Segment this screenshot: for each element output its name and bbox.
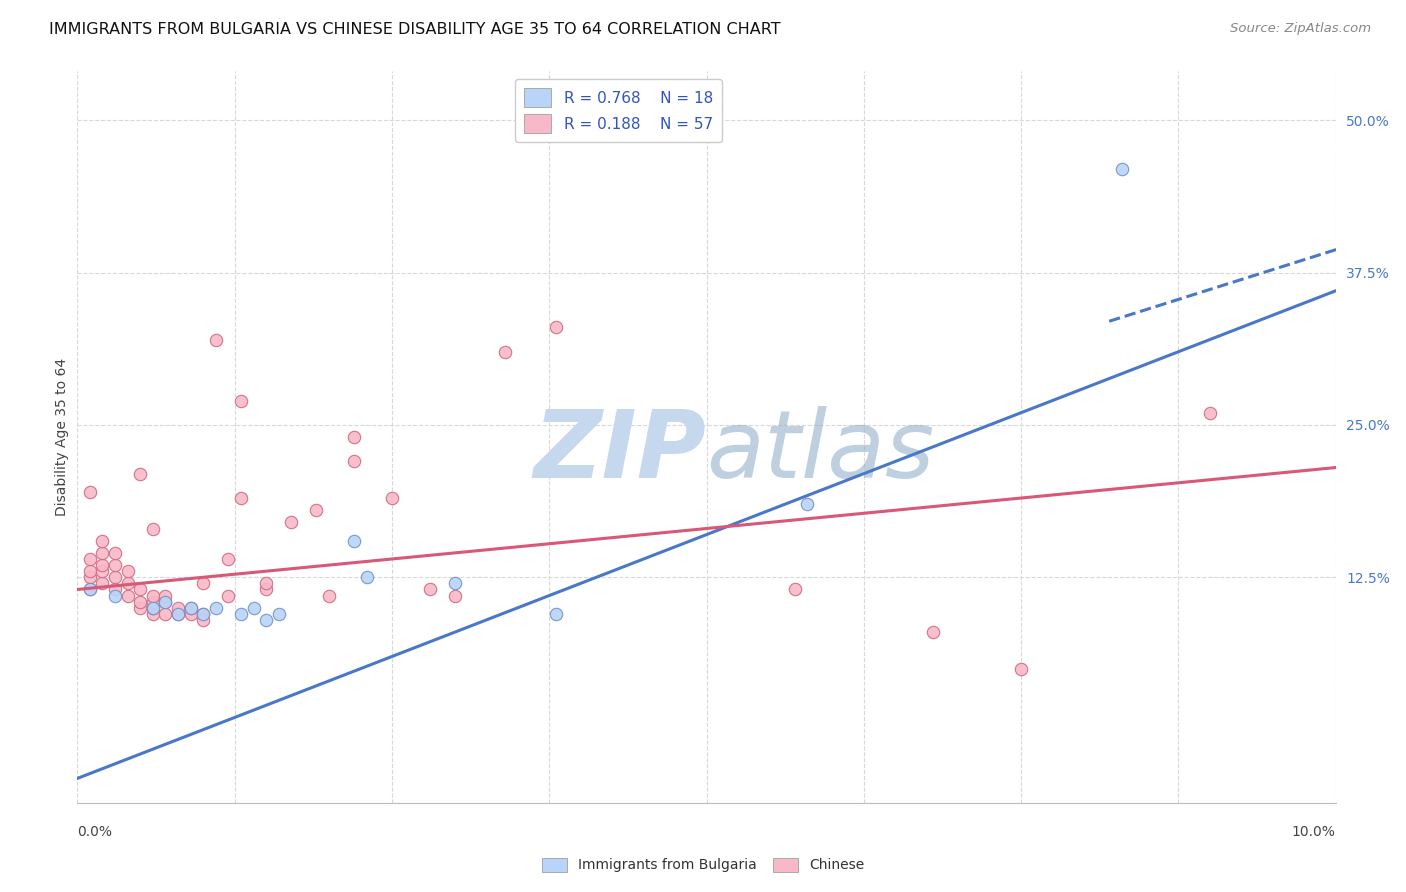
Text: atlas: atlas — [707, 406, 935, 497]
Point — [155, 589, 177, 603]
Point — [544, 607, 567, 621]
Point — [79, 564, 101, 578]
Point — [79, 570, 101, 584]
Point — [280, 516, 302, 530]
Legend: R = 0.768    N = 18, R = 0.188    N = 57: R = 0.768 N = 18, R = 0.188 N = 57 — [515, 79, 723, 142]
Point — [318, 589, 340, 603]
Point — [204, 333, 226, 347]
Y-axis label: Disability Age 35 to 64: Disability Age 35 to 64 — [55, 358, 69, 516]
Point — [229, 491, 252, 505]
Point — [356, 570, 378, 584]
Point — [1199, 406, 1222, 420]
Point — [129, 467, 152, 481]
Point — [104, 582, 127, 597]
Point — [117, 576, 139, 591]
Point — [217, 552, 239, 566]
Point — [155, 607, 177, 621]
Point — [104, 570, 127, 584]
Point — [305, 503, 328, 517]
Point — [444, 589, 467, 603]
Point — [167, 607, 190, 621]
Point — [254, 613, 277, 627]
Point — [142, 600, 165, 615]
Point — [191, 576, 215, 591]
Point — [444, 576, 467, 591]
Text: IMMIGRANTS FROM BULGARIA VS CHINESE DISABILITY AGE 35 TO 64 CORRELATION CHART: IMMIGRANTS FROM BULGARIA VS CHINESE DISA… — [49, 22, 780, 37]
Text: 0.0%: 0.0% — [77, 825, 112, 839]
Point — [204, 600, 226, 615]
Text: Source: ZipAtlas.com: Source: ZipAtlas.com — [1230, 22, 1371, 36]
Point — [91, 546, 114, 560]
Point — [242, 600, 264, 615]
Point — [1111, 161, 1133, 176]
Point — [79, 582, 101, 597]
Point — [796, 497, 818, 511]
Point — [1010, 662, 1032, 676]
Point — [129, 600, 152, 615]
Point — [191, 607, 215, 621]
Point — [142, 600, 165, 615]
Text: 10.0%: 10.0% — [1292, 825, 1336, 839]
Point — [419, 582, 441, 597]
Point — [155, 595, 177, 609]
Point — [104, 546, 127, 560]
Point — [544, 320, 567, 334]
Point — [783, 582, 806, 597]
Point — [129, 582, 152, 597]
Point — [129, 595, 152, 609]
Point — [180, 600, 202, 615]
Point — [142, 521, 165, 535]
Point — [229, 393, 252, 408]
Point — [91, 558, 114, 573]
Point — [79, 582, 101, 597]
Point — [155, 595, 177, 609]
Point — [343, 533, 366, 548]
Point — [91, 533, 114, 548]
Point — [494, 344, 516, 359]
Point — [91, 576, 114, 591]
Text: ZIP: ZIP — [534, 406, 707, 498]
Point — [343, 430, 366, 444]
Point — [79, 552, 101, 566]
Point — [142, 607, 165, 621]
Point — [142, 595, 165, 609]
Point — [267, 607, 290, 621]
Point — [191, 607, 215, 621]
Point — [117, 589, 139, 603]
Point — [180, 600, 202, 615]
Point — [117, 564, 139, 578]
Point — [217, 589, 239, 603]
Point — [254, 582, 277, 597]
Legend: Immigrants from Bulgaria, Chinese: Immigrants from Bulgaria, Chinese — [536, 852, 870, 878]
Point — [381, 491, 404, 505]
Point — [91, 564, 114, 578]
Point — [180, 607, 202, 621]
Point — [254, 576, 277, 591]
Point — [104, 589, 127, 603]
Point — [922, 625, 945, 640]
Point — [229, 607, 252, 621]
Point — [104, 558, 127, 573]
Point — [191, 613, 215, 627]
Point — [167, 600, 190, 615]
Point — [79, 485, 101, 500]
Point — [167, 607, 190, 621]
Point — [142, 589, 165, 603]
Point — [343, 454, 366, 468]
